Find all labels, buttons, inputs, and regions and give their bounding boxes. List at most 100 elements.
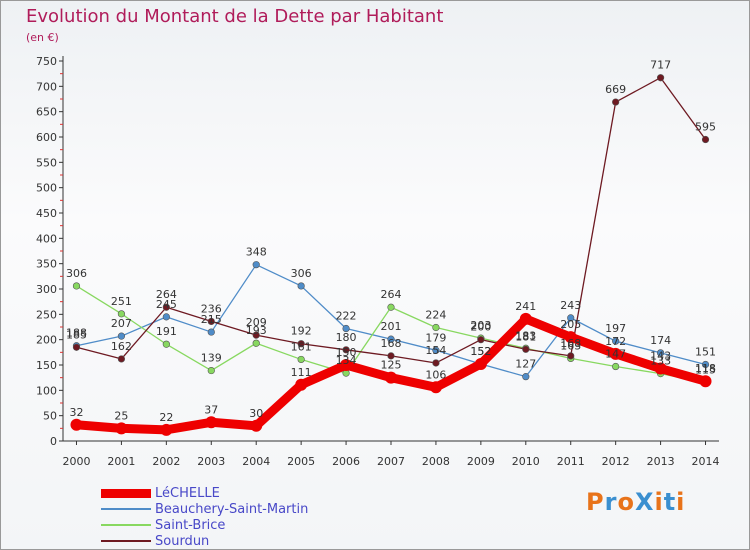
data-point [612,362,620,371]
data-point [70,418,83,431]
data-label: 22 [159,411,173,424]
data-label: 717 [650,59,671,72]
x-tick-label: 2006 [332,455,360,468]
data-point [387,335,395,343]
data-label: 168 [560,337,581,350]
data-label: 207 [111,317,132,330]
data-point [295,378,308,391]
data-label: 215 [201,313,222,326]
data-label: 205 [560,318,581,331]
y-tick-label: 300 [36,283,57,296]
x-tick-label: 2009 [467,455,495,468]
data-point [432,359,440,367]
data-point [477,336,485,344]
data-label: 241 [515,300,536,313]
data-label: 106 [425,368,446,381]
data-point [609,347,622,360]
data-point [160,423,173,436]
data-label: 150 [336,346,357,359]
data-point [342,346,350,354]
legend-item: Beauchery-Saint-Martin [101,501,308,517]
data-point [252,331,260,339]
data-label: 203 [470,319,491,332]
data-label: 306 [291,267,312,280]
chart-title: Evolution du Montant de la Dette par Hab… [26,6,444,27]
data-point [654,362,667,375]
data-label: 669 [605,83,626,96]
data-point [701,135,710,144]
data-label: 147 [605,348,626,361]
data-point [207,317,215,326]
data-point [656,349,665,357]
x-tick-label: 2014 [692,455,720,468]
data-point [72,343,81,351]
data-point [340,359,353,371]
data-point [297,282,305,290]
data-label: 306 [66,267,87,280]
data-label: 115 [695,364,716,377]
data-label: 161 [291,340,312,353]
data-point [342,324,350,333]
data-label: 152 [470,345,491,358]
data-point [387,352,395,360]
x-tick-label: 2000 [62,455,90,468]
data-point [162,313,170,321]
data-label: 174 [650,334,671,347]
legend-label: Saint-Brice [155,517,226,533]
data-point [297,355,305,364]
data-label: 143 [650,350,671,363]
data-point [72,282,81,290]
legend-label: Beauchery-Saint-Martin [155,501,309,517]
data-point [297,340,305,348]
data-point [115,422,128,435]
proxiti-logo: ProXiti [586,488,686,516]
data-label: 193 [246,324,267,337]
data-label: 154 [425,344,446,357]
x-tick-label: 2011 [557,455,585,468]
y-tick-label: 500 [36,182,57,195]
y-tick-label: 200 [36,334,57,347]
data-label: 111 [291,366,312,379]
data-point [207,366,215,375]
data-point [117,310,126,318]
x-tick-label: 2010 [512,455,540,468]
y-tick-label: 0 [50,435,57,448]
data-label: 168 [381,337,402,350]
x-tick-label: 2012 [602,455,630,468]
legend-swatch [101,488,151,498]
data-label: 151 [695,345,716,358]
y-tick-label: 400 [36,232,57,245]
x-tick-label: 2007 [377,455,405,468]
data-point [252,339,260,347]
data-label: 152 [470,345,491,358]
legend-swatch [101,524,151,526]
data-label: 125 [381,359,402,372]
y-tick-label: 100 [36,384,57,397]
legend-swatch [101,508,151,510]
legend-label: Sourdun [155,533,210,549]
data-point [205,416,218,429]
data-point [699,375,712,388]
data-point [612,98,620,106]
data-point [207,328,215,336]
y-tick-label: 750 [36,55,57,68]
data-label: 30 [249,407,263,420]
data-label: 25 [114,409,128,422]
data-point [162,303,170,311]
data-label: 222 [336,310,357,323]
legend-item: Sourdun [101,533,308,549]
data-label: 134 [336,354,357,367]
y-tick-label: 700 [36,80,57,93]
data-point [432,323,440,332]
legend: LéCHELLE Beauchery-Saint-Martin Saint-Bric… [101,485,308,549]
y-tick-label: 450 [36,207,57,220]
data-label: 185 [66,328,87,341]
x-tick-label: 2004 [242,455,270,468]
data-label: 243 [560,299,581,312]
data-label: 191 [156,325,177,338]
x-tick-label: 2003 [197,455,225,468]
data-point [252,261,260,269]
y-tick-label: 150 [36,359,57,372]
data-label: 192 [291,325,312,338]
